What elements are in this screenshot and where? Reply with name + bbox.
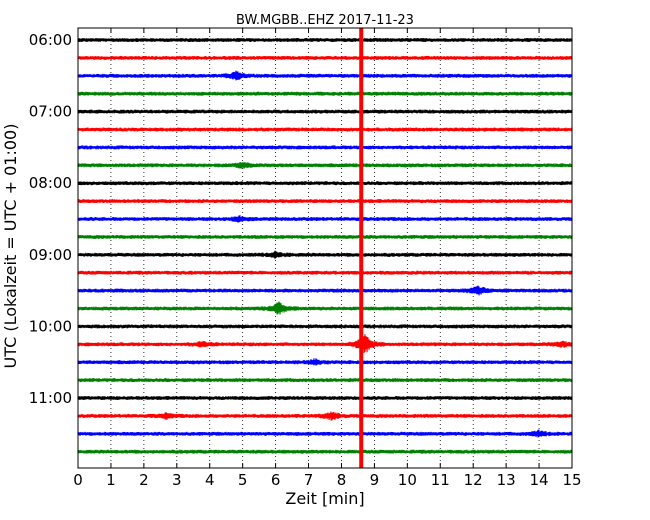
y-axis-label: UTC (Lokalzeit = UTC + 01:00): [1, 124, 20, 369]
x-axis: 0 1 2 3 4 5 6 7 8 9 10 11 12 13 14 15: [73, 28, 582, 489]
x-tick-label: 12: [464, 471, 483, 489]
trace-row-3: [77, 91, 573, 96]
trace-row-14: [77, 285, 573, 296]
y-tick-label: 11:00: [29, 389, 72, 407]
trace-row-23: [77, 449, 573, 454]
x-axis-label: Zeit [min]: [285, 489, 364, 508]
trace-row-4: [77, 109, 573, 114]
x-tick-label: 0: [73, 471, 83, 489]
trace-row-5: [77, 127, 573, 132]
trace-row-20: [77, 395, 573, 401]
chart-title: BW.MGBB..EHZ 2017-11-23: [236, 13, 414, 28]
x-tick-label: 9: [370, 471, 380, 489]
trace-row-6: [77, 145, 573, 150]
trace-row-16: [77, 324, 573, 329]
y-tick-label: 10:00: [29, 317, 72, 335]
y-tick-label: 07:00: [29, 103, 72, 121]
x-tick-label: 4: [205, 471, 215, 489]
y-tick-label: 09:00: [29, 246, 72, 264]
trace-row-13: [77, 270, 573, 275]
y-axis: 06:00 07:00 08:00 09:00 10:00 11:00: [29, 31, 572, 407]
y-tick-label: 06:00: [29, 31, 72, 49]
x-tick-label: 11: [431, 471, 450, 489]
x-tick-label: 1: [106, 471, 116, 489]
x-tick-label: 7: [304, 471, 314, 489]
trace-row-15: [77, 301, 573, 315]
y-tick-label: 08:00: [29, 174, 72, 192]
trace-row-8: [77, 181, 573, 186]
trace-row-2: [77, 70, 573, 81]
trace-row-7: [77, 161, 573, 169]
plot-frame: [77, 27, 573, 469]
x-tick-label: 15: [562, 471, 581, 489]
x-tick-label: 13: [497, 471, 516, 489]
trace-row-18: [77, 358, 573, 366]
trace-row-9: [77, 199, 573, 204]
trace-row-0: [77, 37, 573, 43]
trace-row-1: [77, 55, 573, 60]
trace-row-22: [77, 429, 573, 438]
trace-row-17: [77, 334, 573, 354]
x-tick-label: 3: [172, 471, 182, 489]
trace-row-11: [77, 234, 573, 239]
trace-row-10: [77, 215, 573, 223]
x-tick-label: 10: [398, 471, 417, 489]
trace-row-21: [77, 411, 573, 421]
x-tick-label: 2: [139, 471, 149, 489]
trace-rows: [77, 37, 573, 454]
trace-row-12: [77, 250, 573, 259]
x-tick-label: 8: [337, 471, 347, 489]
grid-lines: [110, 28, 540, 468]
x-tick-label: 14: [530, 471, 549, 489]
trace-row-19: [77, 378, 573, 383]
x-tick-label: 5: [238, 471, 248, 489]
x-tick-label: 6: [271, 471, 281, 489]
